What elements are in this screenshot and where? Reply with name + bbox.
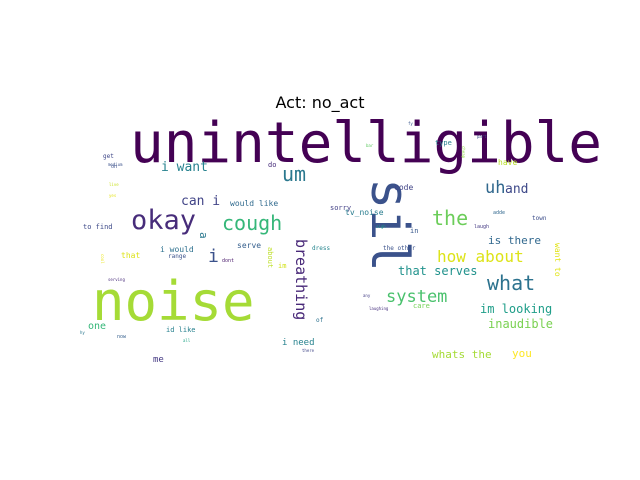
word-um: um [282, 162, 306, 186]
word-fy: fy [408, 121, 413, 126]
word-i-want: i want [161, 160, 208, 175]
word-code: code [394, 183, 413, 192]
word-there: there [302, 348, 315, 353]
word-sil: sil [359, 178, 419, 272]
word-care: care [413, 302, 430, 310]
word-any: any [363, 293, 371, 298]
word-adde: adde [493, 210, 505, 216]
word-all: all [183, 338, 191, 343]
word-i: i [208, 246, 219, 267]
word-what: what [487, 271, 535, 295]
word-have: have [498, 158, 517, 167]
word-that: that [121, 251, 140, 260]
word-of: of [316, 317, 324, 324]
word-part: part [477, 134, 487, 139]
word-get: get [103, 153, 114, 160]
word-cough: cough [222, 211, 282, 235]
word-type: type [435, 139, 452, 147]
word-the: the [432, 206, 468, 230]
word-bar: bar [366, 143, 374, 148]
word-breathing: breathing [292, 239, 310, 320]
word-noise: noise [92, 270, 255, 333]
word-can-i: can i [181, 194, 220, 209]
word-inaudible: inaudible [488, 317, 553, 331]
word-i-need: i need [282, 338, 315, 348]
word-tv-noise: tv_noise [345, 208, 384, 217]
word-and: and [505, 182, 528, 197]
word-im-looking: im looking [480, 302, 552, 316]
word-dont: dont [222, 258, 234, 264]
word-to-find: to find [83, 223, 113, 231]
word-serving: serving [108, 277, 125, 282]
word-sigh: sigh [376, 224, 386, 229]
word-i-would: i would [160, 245, 194, 254]
word-okay: okay [131, 205, 196, 236]
word-town: town [532, 215, 547, 222]
word-about: about [266, 247, 274, 268]
word-laugh: laugh [474, 224, 489, 230]
word-unintelligible: unintelligible [130, 111, 602, 176]
word-is-there: is there [488, 234, 541, 247]
word-in: in [410, 227, 418, 235]
word-id-like: id like [166, 326, 196, 334]
word-oh: oh [111, 164, 117, 170]
word-me: me [153, 355, 164, 365]
word-yes: yes [109, 193, 117, 198]
word-now: now [117, 334, 127, 340]
word-whats-the: whats the [432, 348, 492, 361]
word-the-other: the other [383, 245, 416, 252]
word-want-to: want to [553, 243, 562, 277]
word-medium: medium [108, 162, 123, 167]
word-cheap: cheap [461, 146, 466, 159]
word-laughing: laughing [369, 306, 389, 311]
word-system: system [386, 287, 447, 307]
chart-title: Act: no_act [275, 93, 365, 112]
word-uh: uh [485, 178, 505, 198]
word-would-like: would like [230, 199, 278, 208]
word-how-about: how about [437, 247, 524, 266]
word-do: do [268, 161, 276, 169]
word-im: im [278, 262, 286, 270]
word-cool: cool [100, 254, 105, 264]
word-you: you [512, 347, 532, 360]
word-hy: hy [80, 330, 85, 335]
word-dress: dress [312, 245, 330, 252]
word-range: range [168, 253, 186, 260]
word-a: a [197, 232, 210, 239]
word-that-serves: that serves [398, 264, 477, 278]
word-sorry: sorry [330, 204, 351, 212]
word-one: one [88, 321, 106, 332]
word-serve: serve [237, 241, 261, 250]
word-live: live [109, 182, 119, 187]
